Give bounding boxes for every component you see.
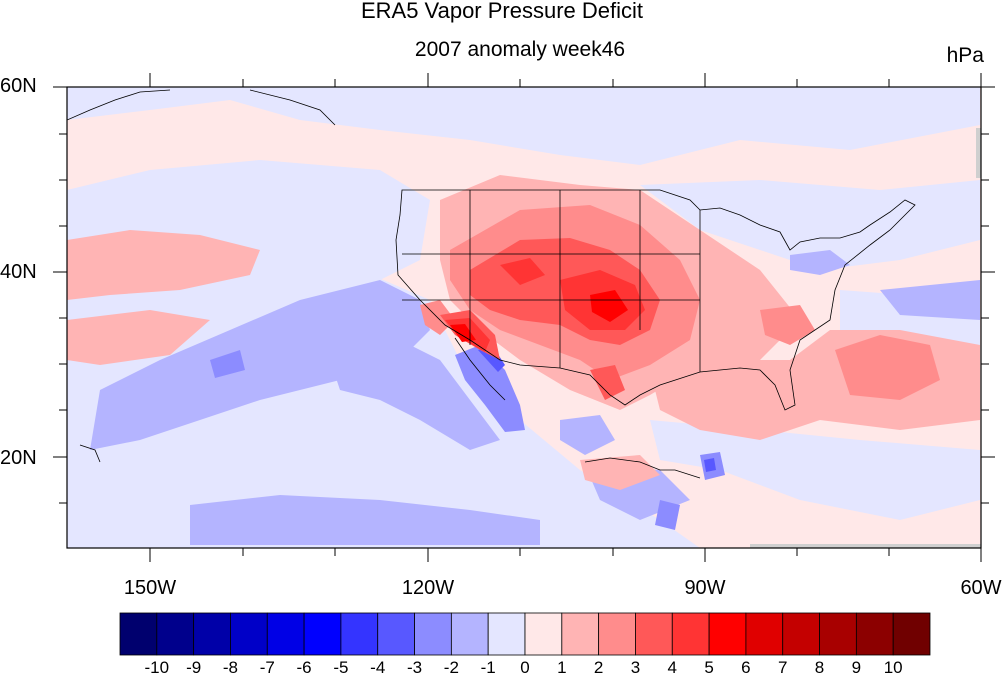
- colorbar-box: [119, 612, 158, 656]
- colorbar-label: 4: [667, 658, 677, 677]
- colorbar-label: -5: [333, 658, 349, 677]
- colorbar-label: -7: [259, 658, 275, 677]
- colorbar-box: [782, 612, 820, 656]
- colorbar-box: [193, 612, 231, 656]
- colorbar-label: 5: [704, 658, 714, 677]
- colorbar-box: [487, 612, 526, 656]
- colorbar-label: 8: [814, 658, 825, 677]
- lat-label-40n: 40N: [0, 261, 37, 283]
- us-outline: [395, 189, 916, 411]
- colorbar-box: [524, 612, 563, 656]
- colorbar-label: -1: [480, 658, 496, 677]
- colorbar-box: [156, 612, 195, 656]
- colorbar-box: [377, 612, 415, 656]
- coastlines: [67, 89, 701, 479]
- anomaly-field: [67, 87, 981, 548]
- colorbar-box: [598, 612, 636, 656]
- map-title: ERA5 Vapor Pressure Deficit: [360, 0, 644, 23]
- positive-max-regions: [450, 290, 628, 342]
- colorbar-label: 10: [883, 658, 903, 677]
- colorbar-box: [414, 612, 452, 656]
- negative-medium-regions: [90, 250, 980, 545]
- lat-label-60n: 60N: [0, 75, 37, 97]
- colorbar-box: [635, 612, 673, 656]
- lon-label-120w: 120W: [401, 577, 455, 599]
- colorbar-box: [855, 612, 894, 656]
- colorbar-box: [450, 612, 489, 656]
- colorbar-label: -4: [370, 658, 386, 677]
- colorbar: [119, 612, 931, 656]
- map-subtitle: 2007 anomaly week46: [414, 38, 626, 61]
- colorbar-label: 3: [630, 658, 641, 677]
- missing-data-strips: [750, 128, 981, 548]
- colorbar-label: -10: [144, 658, 170, 677]
- lon-label-150w: 150W: [123, 577, 177, 599]
- lon-label-90w: 90W: [684, 577, 726, 599]
- colorbar-label: 2: [593, 658, 604, 677]
- colorbar-label: -9: [186, 658, 202, 677]
- colorbar-label: -3: [406, 658, 423, 677]
- negative-strong-regions: [210, 345, 725, 530]
- colorbar-label: 6: [741, 658, 751, 677]
- colorbar-box: [892, 612, 931, 656]
- colorbar-box: [230, 612, 268, 656]
- colorbar-box: [303, 612, 342, 656]
- colorbar-label: 9: [851, 658, 862, 677]
- colorbar-label: 0: [520, 658, 530, 677]
- lon-label-60w: 60W: [960, 577, 1002, 599]
- lat-label-20n: 20N: [0, 447, 37, 469]
- colorbar-label: -2: [443, 658, 459, 677]
- colorbar-box: [671, 612, 710, 656]
- colorbar-box: [561, 612, 600, 656]
- colorbar-label: 7: [777, 658, 788, 677]
- colorbar-box: [819, 612, 857, 656]
- axis-ticks: [53, 73, 995, 562]
- colorbar-label: -6: [296, 658, 312, 677]
- units-label: hPa: [946, 44, 984, 67]
- colorbar-label: 1: [557, 658, 567, 677]
- colorbar-box: [708, 612, 747, 656]
- colorbar-box: [340, 612, 379, 656]
- colorbar-label: -8: [222, 658, 239, 677]
- colorbar-box: [266, 612, 305, 656]
- colorbar-box: [745, 612, 784, 656]
